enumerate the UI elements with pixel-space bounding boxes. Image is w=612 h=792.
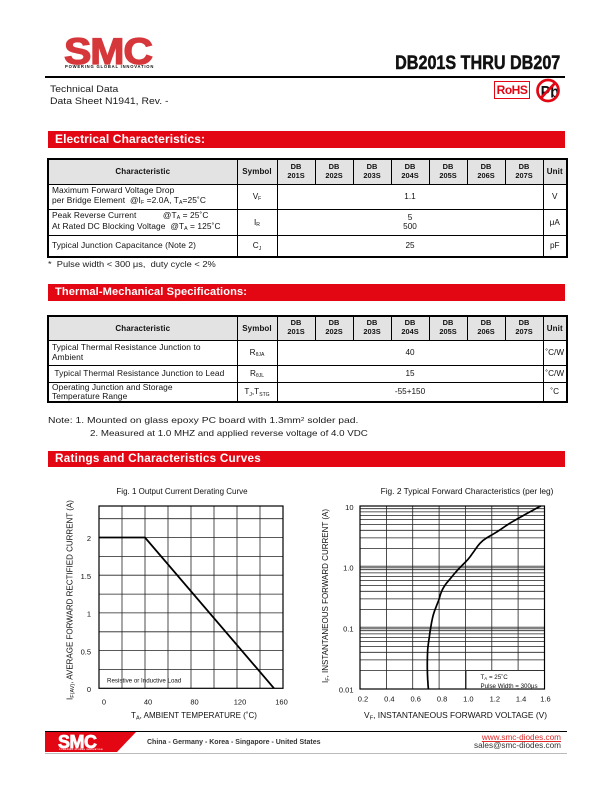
svg-text:0.2: 0.2 — [358, 695, 368, 704]
svg-text:0: 0 — [87, 685, 91, 694]
svg-text:0.5: 0.5 — [81, 647, 91, 656]
svg-text:1.4: 1.4 — [516, 695, 526, 704]
svg-text:1: 1 — [87, 610, 91, 619]
svg-text:2: 2 — [87, 534, 91, 543]
svg-text:TA, AMBIENT TEMPERATURE (˚C): TA, AMBIENT TEMPERATURE (˚C) — [131, 711, 257, 722]
svg-text:0.1: 0.1 — [343, 625, 353, 634]
svg-text:IF, INSTANTANEOUS FORWARD CURR: IF, INSTANTANEOUS FORWARD CURRENT (A) — [321, 509, 332, 683]
svg-text:1.0: 1.0 — [463, 695, 473, 704]
svg-text:TA = 25˚C: TA = 25˚C — [481, 674, 509, 681]
svg-text:Resistive or Inductive Load: Resistive or Inductive Load — [107, 678, 182, 685]
svg-text:160: 160 — [275, 698, 288, 707]
svg-text:1.6: 1.6 — [540, 695, 550, 704]
svg-text:IF(AV), AVERAGE FORWARD RECTIF: IF(AV), AVERAGE FORWARD RECTIFIED CURREN… — [66, 500, 77, 700]
svg-text:40: 40 — [144, 698, 152, 707]
svg-text:0.4: 0.4 — [384, 695, 394, 704]
svg-text:0: 0 — [102, 698, 106, 707]
svg-text:Pulse Width = 300µs: Pulse Width = 300µs — [481, 683, 538, 690]
svg-text:1.2: 1.2 — [490, 695, 500, 704]
svg-text:80: 80 — [190, 698, 198, 707]
svg-text:0.8: 0.8 — [437, 695, 447, 704]
svg-text:10: 10 — [345, 503, 353, 512]
svg-text:1.5: 1.5 — [81, 572, 91, 581]
svg-text:Fig. 1 Output Current Deratin: Fig. 1 Output Current Derating Curve — [116, 487, 248, 496]
svg-text:0.6: 0.6 — [410, 695, 420, 704]
svg-text:VF, INSTANTANEOUS FORWARD VOLT: VF, INSTANTANEOUS FORWARD VOLTAGE (V) — [364, 710, 547, 722]
svg-text:0.01: 0.01 — [339, 686, 354, 695]
svg-text:120: 120 — [234, 698, 247, 707]
svg-text:Fig. 2 Typical Forward Charact: Fig. 2 Typical Forward Characteristics (… — [381, 486, 554, 496]
svg-text:1.0: 1.0 — [343, 564, 353, 573]
